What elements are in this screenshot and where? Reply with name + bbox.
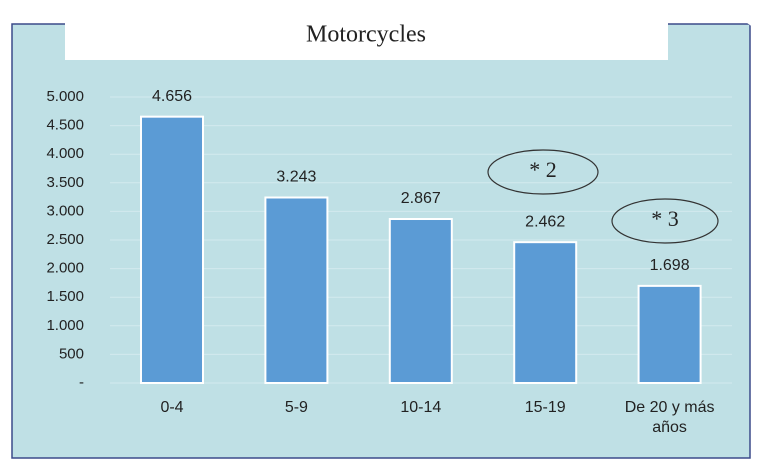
bar [388,218,453,384]
bar [513,241,578,384]
bar [264,196,329,384]
y-tick-label: 500 [59,345,84,362]
x-tick-label: 15-19 [524,399,566,416]
value-label: 4.656 [152,88,192,105]
x-tick-label: 5-9 [284,399,308,416]
bar [637,284,702,384]
y-tick-label: 2.500 [46,231,84,248]
annotation: * 3 [651,206,679,231]
y-tick-label: 1.500 [46,288,84,305]
chart-background [11,23,751,459]
y-tick-label: 4.000 [46,145,84,162]
annotation-oval [487,149,599,195]
page-curl [720,4,757,30]
title-box [65,8,668,60]
y-tick-label: - [79,374,84,391]
y-tick-label: 3.000 [46,202,84,219]
bar [140,115,204,385]
x-tick-label: 10-14 [400,399,442,416]
value-label: 2.867 [401,190,441,207]
y-tick-label: 4.500 [46,117,84,134]
chart-title: Motorcycles [306,22,426,48]
value-label: 1.698 [650,257,690,274]
y-tick-label: 2.000 [46,260,84,277]
value-label: 3.243 [276,169,316,186]
y-tick-label: 1.000 [46,317,84,334]
x-tick-label: De 20 y más años [624,399,715,436]
y-tick-label: 5.000 [46,88,84,105]
annotation-oval [611,198,719,244]
y-tick-label: 3.500 [46,174,84,191]
annotation: * 2 [529,157,557,182]
value-label: 2.462 [525,213,565,230]
x-tick-label: 0-4 [160,399,184,416]
